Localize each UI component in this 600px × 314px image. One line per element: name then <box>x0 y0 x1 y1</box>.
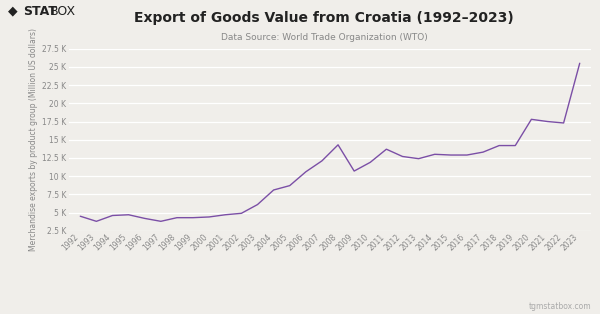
Text: Export of Goods Value from Croatia (1992–2023): Export of Goods Value from Croatia (1992… <box>134 11 514 25</box>
Text: ◆: ◆ <box>8 5 17 18</box>
Text: STAT: STAT <box>23 5 56 18</box>
Text: Data Source: World Trade Organization (WTO): Data Source: World Trade Organization (W… <box>221 33 427 42</box>
Y-axis label: Merchandise exports by product group (Million US dollars): Merchandise exports by product group (Mi… <box>29 28 38 251</box>
Text: tgmstatbox.com: tgmstatbox.com <box>529 302 591 311</box>
Text: BOX: BOX <box>50 5 76 18</box>
Legend: Croatia: Croatia <box>298 310 362 314</box>
